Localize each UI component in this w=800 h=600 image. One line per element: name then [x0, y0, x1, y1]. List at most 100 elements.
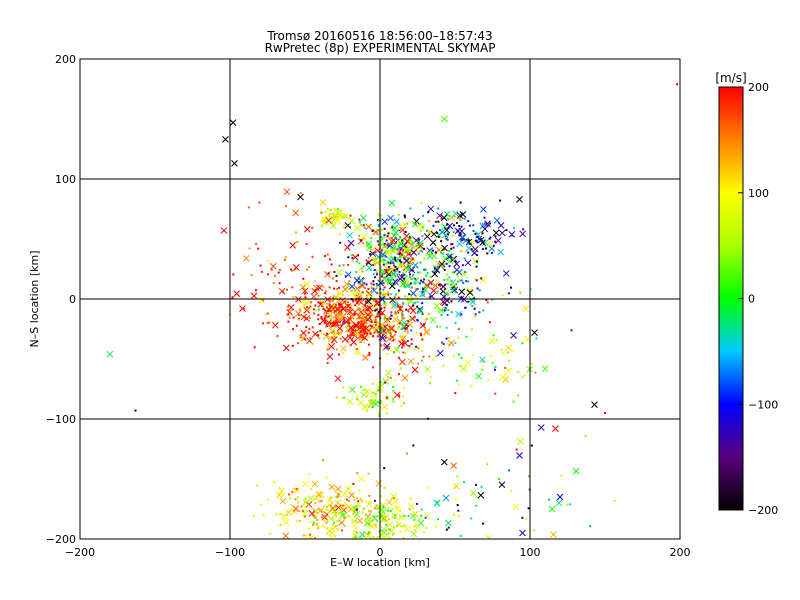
data-point	[409, 239, 412, 242]
data-point	[339, 273, 342, 276]
data-point	[417, 239, 424, 247]
data-point	[388, 199, 396, 207]
data-point	[475, 253, 478, 256]
data-point	[409, 273, 412, 276]
data-point	[457, 230, 460, 233]
data-point	[371, 398, 374, 401]
data-point	[369, 332, 372, 335]
data-point	[279, 523, 282, 526]
data-point	[317, 527, 320, 530]
data-point	[412, 273, 415, 276]
data-point	[527, 475, 530, 478]
data-point	[370, 510, 373, 513]
data-point	[403, 273, 406, 276]
data-point	[351, 483, 354, 486]
data-point	[334, 325, 337, 328]
data-point	[418, 517, 421, 520]
data-point	[329, 504, 332, 507]
data-point	[352, 299, 355, 302]
data-point	[329, 547, 331, 549]
data-point	[348, 217, 356, 225]
data-point	[460, 313, 463, 316]
data-point	[342, 264, 345, 267]
data-point	[317, 301, 325, 308]
data-point	[312, 551, 318, 557]
data-point	[473, 297, 476, 300]
data-point	[355, 270, 358, 273]
data-point	[323, 317, 326, 320]
data-point	[335, 504, 342, 512]
data-point	[452, 354, 455, 357]
data-point	[286, 308, 293, 316]
data-point	[488, 237, 491, 240]
data-point	[326, 253, 329, 256]
data-point	[283, 258, 286, 261]
data-point	[307, 300, 310, 303]
data-point	[439, 283, 447, 290]
data-point	[346, 334, 354, 341]
data-point	[400, 405, 403, 408]
data-point	[359, 497, 362, 500]
data-point	[459, 211, 467, 218]
data-point	[287, 493, 290, 496]
data-point	[516, 196, 523, 203]
data-point	[253, 346, 256, 349]
colorbar-tick-label: 200	[748, 81, 769, 94]
data-point	[373, 540, 375, 542]
data-point	[317, 500, 320, 503]
data-point	[330, 535, 333, 538]
data-point	[442, 494, 450, 502]
data-point	[381, 275, 384, 278]
data-point	[347, 299, 350, 302]
data-point	[351, 517, 358, 525]
data-point	[425, 249, 433, 257]
data-point	[272, 282, 275, 285]
data-point	[348, 491, 356, 499]
data-point	[316, 284, 323, 292]
data-point	[402, 271, 405, 274]
data-point	[409, 258, 412, 261]
data-point	[440, 240, 443, 243]
data-point	[398, 237, 401, 240]
data-point	[389, 255, 392, 258]
data-point	[384, 519, 387, 522]
data-point	[334, 375, 342, 382]
data-point	[381, 257, 384, 260]
data-point	[463, 257, 466, 260]
data-point	[440, 214, 448, 222]
data-point	[398, 245, 401, 248]
data-point	[436, 500, 439, 503]
data-point	[299, 334, 302, 337]
data-point	[380, 514, 383, 517]
data-point	[381, 517, 384, 520]
data-point	[519, 291, 522, 294]
data-point	[391, 533, 394, 536]
data-point	[390, 271, 397, 279]
data-point	[512, 400, 515, 403]
data-point	[384, 318, 387, 321]
data-point	[370, 287, 378, 294]
data-point	[423, 282, 426, 285]
data-point	[291, 344, 294, 347]
data-point	[390, 236, 397, 244]
data-point	[455, 498, 458, 501]
data-point	[398, 270, 401, 273]
data-point	[372, 287, 375, 290]
data-point	[522, 305, 530, 313]
data-point	[458, 364, 461, 367]
data-point	[325, 217, 332, 224]
data-point	[365, 516, 372, 524]
data-point	[384, 315, 387, 318]
data-point	[313, 497, 316, 500]
data-point	[416, 307, 424, 315]
data-point	[390, 311, 393, 314]
data-point	[390, 314, 393, 317]
data-point	[357, 323, 365, 331]
data-point	[413, 301, 416, 304]
data-point	[323, 321, 326, 324]
data-point	[431, 283, 434, 286]
data-point	[327, 309, 330, 312]
data-point	[511, 350, 514, 353]
data-point	[323, 526, 326, 529]
data-point	[424, 365, 431, 373]
